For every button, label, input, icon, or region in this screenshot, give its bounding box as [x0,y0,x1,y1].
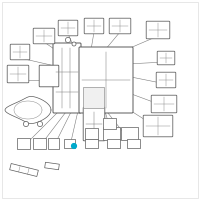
FancyBboxPatch shape [121,127,139,141]
FancyBboxPatch shape [107,139,121,149]
FancyBboxPatch shape [156,72,176,88]
FancyBboxPatch shape [53,43,81,113]
FancyBboxPatch shape [33,138,47,150]
FancyBboxPatch shape [83,107,105,141]
FancyBboxPatch shape [157,51,175,65]
FancyBboxPatch shape [84,18,104,34]
FancyBboxPatch shape [143,115,173,137]
FancyBboxPatch shape [151,95,177,113]
FancyBboxPatch shape [48,138,60,150]
FancyBboxPatch shape [79,47,133,113]
Circle shape [72,42,76,46]
FancyBboxPatch shape [39,65,59,87]
Bar [10,164,38,176]
FancyBboxPatch shape [109,18,131,34]
Circle shape [23,121,29,127]
Circle shape [37,121,43,127]
Bar [45,162,59,170]
FancyBboxPatch shape [64,139,76,149]
FancyBboxPatch shape [83,87,105,109]
FancyBboxPatch shape [103,127,121,141]
FancyBboxPatch shape [85,139,99,149]
FancyBboxPatch shape [127,139,141,149]
FancyBboxPatch shape [33,28,55,44]
FancyBboxPatch shape [17,138,31,150]
Circle shape [65,37,71,43]
FancyBboxPatch shape [103,118,117,130]
FancyBboxPatch shape [58,20,78,36]
FancyBboxPatch shape [10,44,30,60]
FancyBboxPatch shape [85,128,99,140]
Circle shape [72,144,76,148]
FancyBboxPatch shape [7,65,29,83]
FancyBboxPatch shape [146,21,170,39]
